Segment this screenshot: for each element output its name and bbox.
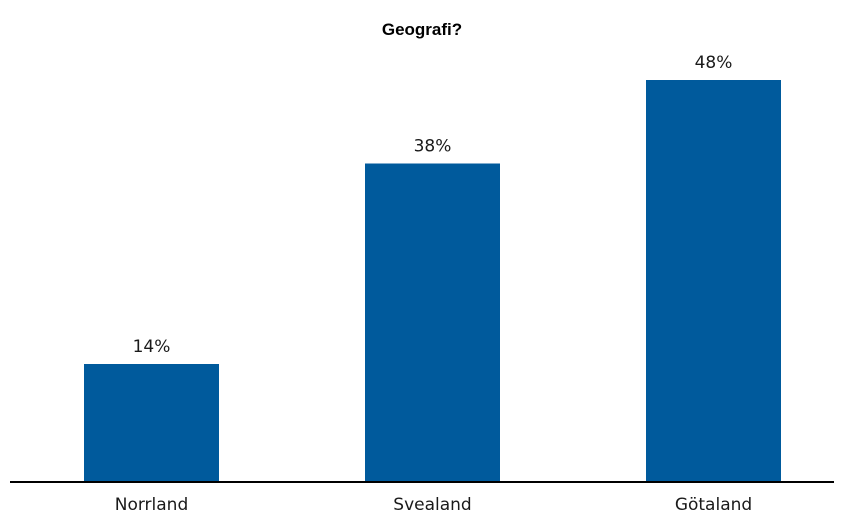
data-label-götaland: 48% [695, 53, 733, 73]
x-tick-label-götaland: Götaland [675, 495, 752, 515]
x-tick-label-svealand: Svealand [393, 495, 471, 515]
data-label-svealand: 38% [414, 137, 452, 157]
bars-group [84, 80, 781, 481]
bar-svealand [365, 163, 500, 481]
bar-norrland [84, 364, 219, 481]
x-tick-label-norrland: Norrland [115, 495, 189, 515]
bar-götaland [646, 80, 781, 481]
value-labels-group: 14% 38% 48% [133, 53, 733, 357]
chart-title: Geografi? [382, 20, 462, 39]
x-tick-labels: Norrland Svealand Götaland [115, 495, 752, 515]
data-label-norrland: 14% [133, 337, 171, 357]
